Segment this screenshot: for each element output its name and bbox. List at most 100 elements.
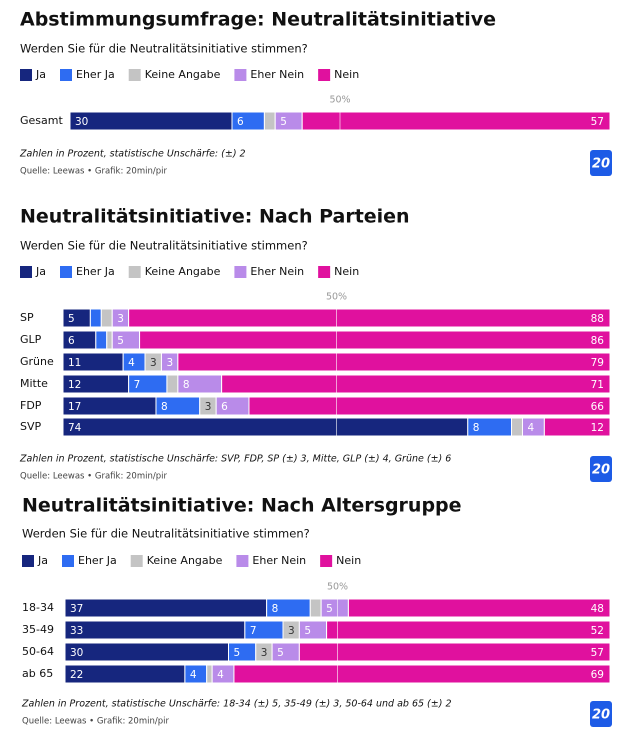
value-label: 3: [150, 357, 157, 369]
value-label: 11: [68, 357, 81, 369]
category-label: Mitte: [20, 377, 48, 390]
legend-swatch: [234, 69, 247, 81]
legend-swatch: [60, 69, 72, 81]
legend-label: Ja: [37, 554, 48, 567]
bar-segment: [95, 330, 108, 350]
bar-segment: [263, 111, 276, 131]
legend-swatch: [60, 266, 72, 278]
bar-segment: [298, 642, 611, 662]
logo: 20: [592, 157, 610, 172]
value-label: 6: [221, 401, 228, 413]
value-label: 3: [261, 647, 268, 659]
value-label: 4: [128, 357, 135, 369]
value-label: 5: [277, 647, 284, 659]
value-label: 3: [117, 313, 124, 325]
legend-swatch: [130, 555, 143, 567]
category-label: SVP: [20, 420, 42, 433]
note: Zahlen in Prozent, statistische Unschärf…: [19, 149, 246, 160]
value-label: 5: [117, 335, 124, 347]
value-label: 5: [68, 313, 75, 325]
logo-badge: [590, 456, 612, 482]
legend-label: Keine Angabe: [147, 554, 223, 567]
logo-badge: [590, 150, 612, 176]
value-label: 71: [591, 379, 604, 391]
bar-segment: [139, 330, 611, 350]
midline-label: 50%: [327, 582, 348, 593]
bar-segment: [248, 396, 611, 416]
value-label: 22: [70, 669, 83, 681]
bar-segment: [177, 352, 611, 372]
bar-segment: [64, 642, 229, 662]
bar-segment: [301, 111, 611, 131]
value-label: 7: [134, 379, 141, 391]
value-label: 8: [161, 401, 168, 413]
category-label: SP: [20, 311, 34, 324]
legend-swatch: [318, 266, 331, 278]
value-label: 8: [183, 379, 190, 391]
legend-swatch: [128, 266, 141, 278]
legend-swatch: [320, 555, 333, 567]
note: Zahlen in Prozent, statistische Unschärf…: [19, 454, 451, 465]
bar-segment: [221, 374, 611, 394]
category-label: GLP: [20, 333, 42, 346]
value-label: 33: [70, 625, 83, 637]
legend-swatch: [22, 555, 34, 567]
value-label: 5: [280, 116, 287, 128]
value-label: 86: [591, 335, 605, 347]
bar-segment: [69, 111, 233, 131]
value-label: 74: [68, 422, 82, 434]
value-label: 6: [237, 116, 244, 128]
legend-swatch: [20, 69, 32, 81]
bar-segment: [309, 598, 322, 618]
source: Quelle: Leewas • Grafik: 20min/pir: [20, 167, 167, 177]
chart-title: Abstimmungsumfrage: Neutralitätsinitiati…: [20, 9, 496, 31]
bar-segment: [106, 330, 113, 350]
legend-swatch: [128, 69, 141, 81]
bar-segment: [128, 308, 611, 328]
legend-label: Nein: [334, 265, 359, 278]
legend-swatch: [234, 266, 247, 278]
value-label: 79: [591, 357, 604, 369]
logo: 20: [592, 463, 610, 478]
legend-label: Eher Nein: [252, 554, 306, 567]
logo: 20: [592, 708, 610, 723]
value-label: 88: [591, 313, 604, 325]
note: Zahlen in Prozent, statistische Unschärf…: [21, 699, 452, 710]
subtitle: Werden Sie für die Neutralitätsinitiativ…: [20, 42, 308, 56]
value-label: 69: [591, 669, 604, 681]
legend-swatch: [20, 266, 32, 278]
source: Quelle: Leewas • Grafik: 20min/pir: [20, 472, 167, 482]
value-label: 6: [68, 335, 75, 347]
value-label: 48: [591, 603, 604, 615]
value-label: 57: [591, 116, 604, 128]
bar-segment: [100, 308, 113, 328]
chart-title: Neutralitätsinitiative: Nach Altersgrupp…: [22, 495, 462, 517]
value-label: 57: [591, 647, 604, 659]
value-label: 3: [166, 357, 173, 369]
value-label: 52: [591, 625, 604, 637]
value-label: 30: [70, 647, 83, 659]
category-label: Grüne: [20, 355, 54, 368]
value-label: 3: [205, 401, 212, 413]
value-label: 12: [591, 422, 604, 434]
value-label: 17: [68, 401, 81, 413]
value-label: 5: [326, 603, 333, 615]
legend-swatch: [318, 69, 331, 81]
legend-label: Eher Ja: [78, 554, 117, 567]
category-label: Gesamt: [20, 114, 63, 127]
value-label: 30: [75, 116, 88, 128]
legend-label: Nein: [336, 554, 361, 567]
category-label: 18-34: [22, 601, 54, 614]
bar-segment: [511, 417, 523, 437]
value-label: 4: [527, 422, 534, 434]
category-label: 50-64: [22, 645, 54, 658]
bar-segment: [64, 620, 246, 640]
midline-label: 50%: [329, 95, 350, 106]
value-label: 37: [70, 603, 83, 615]
bar-segment: [543, 417, 611, 437]
value-label: 8: [272, 603, 279, 615]
legend-label: Eher Ja: [76, 265, 115, 278]
value-label: 7: [250, 625, 257, 637]
value-label: 4: [217, 669, 224, 681]
